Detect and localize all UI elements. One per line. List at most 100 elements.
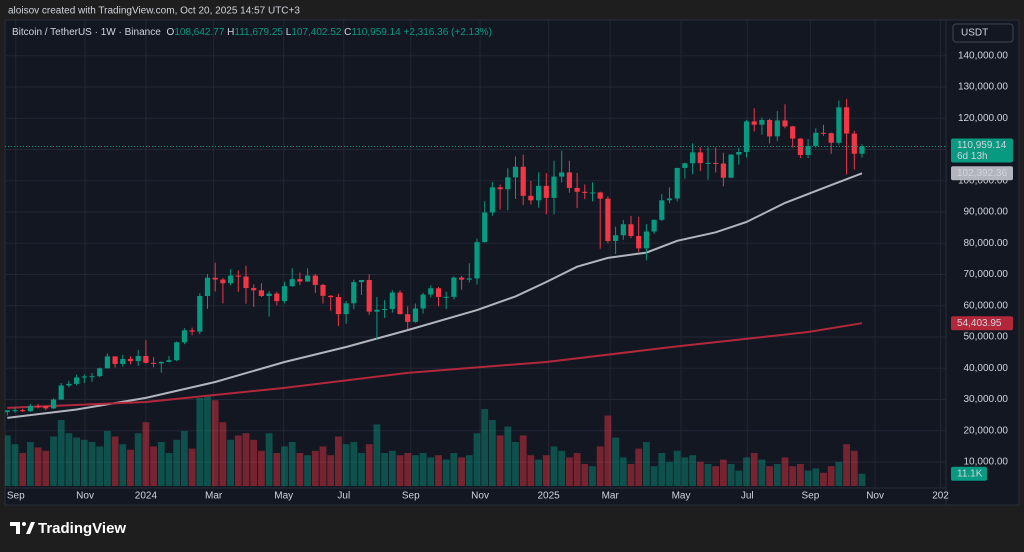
candle-body — [412, 308, 418, 322]
volume-bar — [242, 433, 250, 486]
volume-bar — [519, 435, 527, 486]
volume-bar — [342, 444, 350, 486]
candle-body — [443, 296, 449, 298]
volume-bar — [65, 433, 73, 486]
volume-bar — [304, 455, 311, 486]
candle-body — [651, 219, 657, 232]
candle-body — [143, 355, 149, 363]
candle-body — [682, 163, 688, 168]
candle-body — [258, 290, 264, 296]
candle-body — [58, 385, 64, 400]
candle-body — [759, 119, 765, 125]
volume-bar — [281, 446, 288, 486]
volume-bar — [720, 459, 727, 486]
volume-bar — [627, 464, 635, 486]
volume-bar — [827, 466, 835, 486]
volume-bar — [450, 453, 458, 486]
volume-bar — [388, 450, 396, 486]
currency-button[interactable] — [952, 23, 1014, 43]
candle-body — [289, 279, 295, 287]
candle-body — [736, 152, 742, 155]
x-tick-label: Nov — [76, 491, 94, 502]
candle-body — [566, 172, 572, 188]
candle-body — [613, 235, 619, 241]
candle-body — [435, 288, 442, 297]
candle-body — [666, 198, 673, 201]
volume-bar — [658, 453, 666, 486]
currency[interactable]: USDT — [961, 28, 988, 39]
ohlc-key: O — [167, 27, 175, 38]
volume-bar — [566, 457, 573, 486]
volume-bar — [850, 450, 858, 486]
volume-bar — [481, 409, 489, 486]
volume-bar — [219, 422, 227, 486]
volume-bar — [34, 447, 42, 486]
volume-bar — [127, 449, 134, 486]
brand-logo — [10, 522, 35, 534]
volume-bar — [27, 442, 34, 486]
volume-bar — [365, 444, 373, 486]
candle-body — [351, 282, 357, 304]
candle-body — [474, 242, 480, 279]
volume-bar — [735, 470, 743, 486]
volume-bar — [542, 455, 550, 486]
candle-body — [274, 293, 280, 302]
candle-body — [197, 296, 203, 332]
volume-bar — [57, 420, 65, 486]
y-tick-label: 10,000.00 — [964, 457, 1009, 468]
volume-bar — [412, 455, 419, 486]
candle-body — [551, 176, 557, 198]
candle-body — [751, 121, 757, 125]
volume-bar — [743, 457, 750, 486]
ohlc-value: 108,642.77 — [174, 27, 224, 38]
countdown: 6d 13h — [957, 151, 988, 162]
volume-bar — [712, 466, 720, 486]
volume-bar — [327, 455, 335, 486]
x-tick-label: Jul — [741, 491, 754, 502]
brand: TradingView — [38, 520, 126, 537]
candle-body — [767, 119, 773, 137]
volume-bar — [758, 459, 766, 486]
candle-body — [512, 166, 519, 178]
logo-slash — [26, 522, 35, 534]
candle-body — [220, 279, 226, 284]
y-tick-label: 130,000.00 — [958, 82, 1008, 93]
x-tick-label: Nov — [471, 491, 489, 502]
y-tick-label: 140,000.00 — [958, 50, 1008, 61]
candle-body — [204, 277, 211, 297]
volume-bar — [727, 464, 735, 486]
moving-average — [7, 172, 863, 419]
volume-bar — [673, 450, 681, 486]
y-tick-label: 50,000.00 — [964, 332, 1009, 343]
volume-bar — [373, 424, 381, 486]
ohlc-key: C — [344, 27, 351, 38]
candle-body — [266, 293, 272, 296]
volume-label: 11.1K — [957, 468, 983, 479]
last-price-label: 110,959.14 — [957, 140, 1007, 151]
volume-bar — [173, 439, 181, 486]
candle-body — [859, 146, 865, 154]
y-tick-label: 90,000.00 — [964, 207, 1009, 218]
volume-bar — [573, 453, 581, 486]
candle-body — [420, 294, 426, 309]
x-tick-label: Mar — [602, 491, 620, 502]
volume-bar — [96, 446, 104, 486]
candle-body — [574, 187, 580, 192]
candle-body — [813, 132, 819, 146]
volume-bar — [165, 453, 173, 486]
volume-bar — [858, 473, 866, 486]
candle-body — [620, 224, 626, 236]
volume-bar — [142, 422, 150, 486]
plot — [5, 98, 946, 486]
volume-bar — [319, 446, 327, 486]
candle-body — [389, 292, 395, 309]
volume-bar — [104, 431, 111, 486]
x-tick-label: 2024 — [135, 491, 158, 502]
y-tick-label: 100,000.00 — [958, 175, 1008, 186]
candle-body — [66, 383, 72, 386]
candle-body — [659, 200, 665, 220]
candle-body — [120, 358, 126, 364]
candle-body — [397, 292, 403, 315]
volume-bar — [835, 461, 843, 486]
